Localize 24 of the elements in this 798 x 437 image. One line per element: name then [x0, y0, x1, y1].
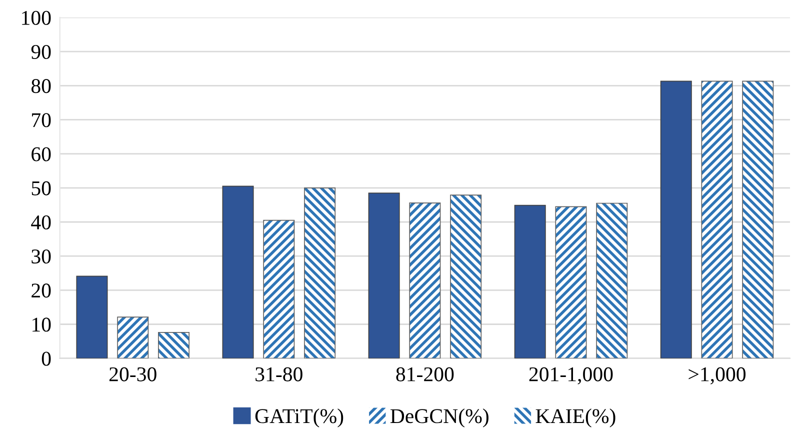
x-tick-label: 31-80 [256, 367, 302, 382]
x-tick-label: >1,000 [688, 367, 746, 384]
bar [660, 80, 692, 358]
y-tick-label: 0 [42, 352, 51, 366]
legend-label: KAIE(%) [536, 408, 616, 428]
bar [514, 204, 546, 358]
legend-label: DeGCN(%) [390, 408, 488, 428]
y-tick-label: 10 [32, 318, 51, 332]
y-tick-label: 100 [22, 10, 51, 25]
y-tick-label: 70 [32, 113, 51, 128]
legend-label: GATiT(%) [255, 408, 344, 428]
y-tick-label: 30 [32, 249, 51, 264]
x-tick-label: 81-200 [396, 367, 454, 382]
bar [76, 276, 108, 358]
y-tick-label: 40 [31, 215, 51, 230]
bar [368, 192, 400, 358]
x-tick-label: 20-30 [109, 367, 156, 382]
x-tick-label: 201-1,000 [529, 367, 613, 384]
y-tick-label: 60 [32, 147, 51, 162]
y-tick-label: 90 [31, 44, 51, 59]
y-tick-label: 50 [32, 181, 51, 196]
y-tick-label: 80 [31, 79, 51, 94]
y-tick-label: 20 [32, 284, 51, 298]
bar [222, 186, 254, 358]
